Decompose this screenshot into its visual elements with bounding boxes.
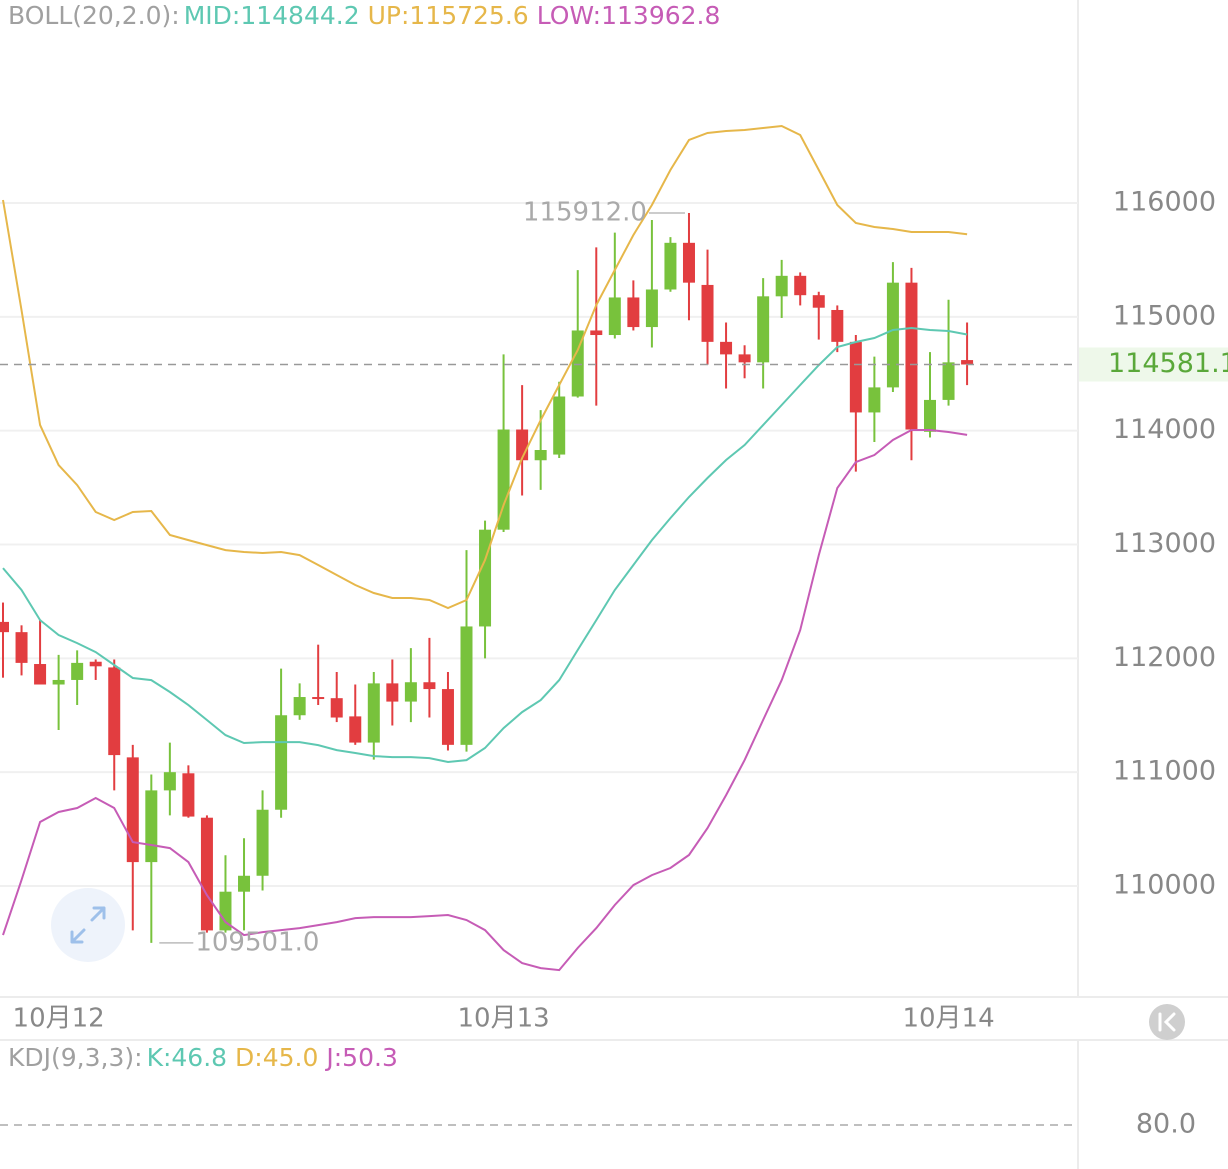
candle-body: [849, 341, 862, 413]
candle-body: [775, 275, 788, 297]
candle-body: [312, 697, 325, 700]
candle-body: [52, 679, 65, 685]
candle-body: [608, 297, 621, 336]
kdj-entry: K:46.8: [147, 1043, 227, 1072]
x-tick-label: 10月12: [13, 1004, 105, 1034]
candle-body: [571, 330, 584, 397]
candle-body: [293, 697, 306, 716]
candle-body: [330, 698, 343, 718]
candle-body: [349, 716, 362, 743]
candle-body: [627, 297, 640, 328]
kdj-entry: D:45.0: [235, 1043, 318, 1072]
candle-body: [367, 683, 380, 743]
candle-body: [404, 682, 417, 702]
candle-body: [701, 284, 714, 342]
candle-body: [145, 790, 158, 863]
candle-body: [590, 330, 603, 336]
grid: 110000 111000 112000 113000 114000 115000 1160…: [0, 186, 1216, 1140]
candle-body: [924, 399, 936, 432]
y-tick-label: 114000: [1113, 414, 1216, 445]
candle-body: [238, 875, 251, 892]
y-tick-label: 112000: [1113, 642, 1216, 673]
last-price-label: 114581.1: [1108, 348, 1228, 379]
expand-icon[interactable]: [70, 906, 106, 944]
expand-button[interactable]: [51, 888, 125, 962]
candle-body: [794, 275, 807, 296]
boll-title: BOLL(20,2.0):: [8, 1, 180, 30]
candle-body: [942, 362, 955, 400]
back-icon[interactable]: [1158, 1012, 1176, 1032]
candle-body: [645, 289, 658, 328]
candle-body: [886, 282, 899, 388]
legend-entry: MID:114844.2: [184, 1, 360, 30]
candle-body: [275, 715, 288, 810]
candle-body: [200, 817, 213, 931]
candle-body: [961, 360, 974, 365]
y-tick-label: 115000: [1113, 300, 1216, 331]
boll-line: [2, 429, 968, 972]
candle-body: [15, 632, 28, 663]
candle-body: [664, 242, 677, 290]
kdj-entry: J:50.3: [324, 1043, 397, 1072]
candle-body: [460, 626, 473, 745]
candle-body: [163, 772, 176, 791]
low-label: 109501.0: [195, 927, 319, 957]
boll-header: BOLL(20,2.0): MID:114844.2 UP:115725.6 LOW:…: [8, 1, 720, 30]
x-tick-label: 10月13: [457, 1004, 549, 1034]
candle-body: [868, 387, 881, 413]
plot-area: 115912.0 109501.0 114581.1: [0, 124, 1228, 972]
boll-line: [2, 124, 968, 610]
candle-body: [720, 341, 733, 355]
candle-body: [441, 689, 454, 745]
candle-body: [757, 296, 770, 363]
y-tick-label: 110000: [1113, 870, 1216, 901]
legend-entry: UP:115725.6: [368, 1, 529, 30]
candle-body: [479, 529, 492, 627]
candle-body: [256, 809, 269, 876]
kdj-title: KDJ(9,3,3):: [8, 1043, 143, 1072]
expand-button-bg[interactable]: [51, 888, 125, 962]
kdj-header: KDJ(9,3,3): K:46.8 D:45.0 J:50.3: [8, 1043, 398, 1072]
candle-body: [71, 662, 84, 680]
candle-body: [831, 309, 844, 342]
candle-body: [738, 354, 751, 363]
candle-body: [386, 683, 399, 702]
candle-body: [497, 429, 510, 530]
candle-body: [682, 242, 695, 283]
candle-body: [34, 664, 47, 685]
candle-body: [182, 773, 195, 817]
high-label: 115912.0: [523, 197, 647, 227]
y-tick-label: 113000: [1113, 528, 1216, 559]
candle-body: [423, 682, 436, 690]
candle-body: [89, 661, 102, 667]
back-button[interactable]: [1149, 1004, 1185, 1040]
candle-body: [905, 282, 918, 430]
candle-body: [126, 757, 139, 863]
candle-body: [534, 450, 547, 461]
boll-line: [2, 326, 968, 764]
legend-entry: LOW:113962.8: [537, 1, 721, 30]
candle-body: [812, 295, 825, 308]
kdj-tick-label: 80.0: [1136, 1109, 1196, 1140]
candle-body: [0, 621, 9, 633]
y-tick-label: 116000: [1113, 186, 1216, 217]
x-tick-label: 10月14: [902, 1004, 994, 1034]
last-price-bg: [1079, 347, 1228, 382]
candle-body: [516, 429, 529, 461]
candle-body: [553, 396, 566, 455]
candle-body: [219, 891, 232, 931]
y-tick-label: 111000: [1113, 756, 1216, 787]
candle-body: [108, 667, 121, 756]
